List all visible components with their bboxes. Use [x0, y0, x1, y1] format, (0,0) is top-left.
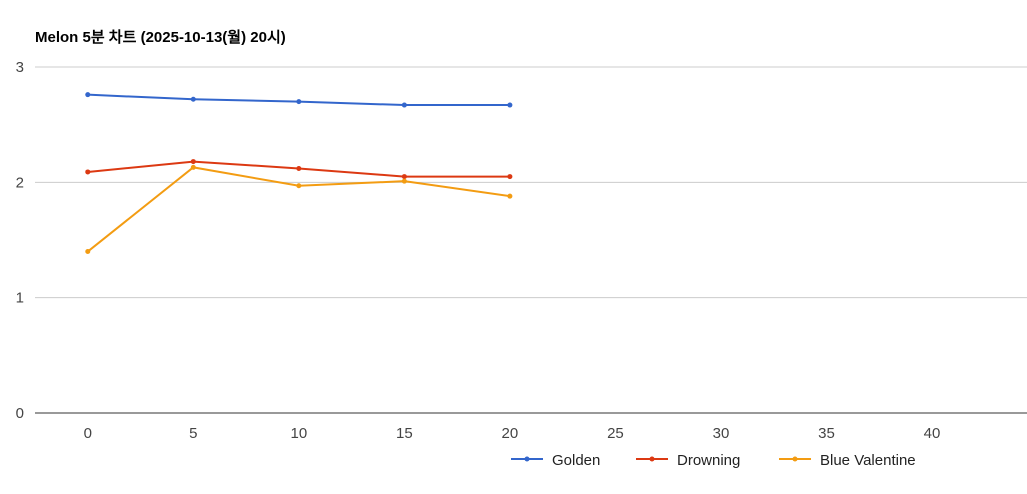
data-point — [85, 249, 91, 255]
legend-label: Golden — [552, 452, 600, 469]
data-point — [190, 159, 196, 165]
data-point — [85, 92, 91, 98]
x-tick-label: 10 — [290, 425, 307, 442]
x-tick-label: 40 — [924, 425, 941, 442]
y-tick-label: 2 — [16, 174, 24, 191]
data-point — [401, 178, 407, 184]
data-point — [507, 193, 513, 199]
legend-marker — [792, 456, 798, 462]
y-tick-label: 3 — [16, 59, 24, 76]
data-point — [296, 99, 302, 105]
x-tick-label: 15 — [396, 425, 413, 442]
data-point — [507, 174, 513, 180]
x-tick-label: 25 — [607, 425, 624, 442]
x-tick-label: 35 — [818, 425, 835, 442]
data-point — [401, 174, 407, 180]
legend-marker — [524, 456, 530, 462]
x-tick-label: 5 — [189, 425, 197, 442]
data-point — [85, 169, 91, 175]
series-line — [87, 166, 511, 253]
chart-title: Melon 5분 차트 (2025-10-13(월) 20시) — [35, 29, 286, 46]
x-tick-label: 0 — [84, 425, 92, 442]
legend-marker — [649, 456, 655, 462]
data-point — [190, 164, 196, 170]
legend-label: Drowning — [677, 452, 740, 469]
data-point — [401, 102, 407, 108]
y-tick-label: 0 — [16, 405, 24, 422]
x-tick-label: 30 — [713, 425, 730, 442]
x-tick-label: 20 — [502, 425, 519, 442]
data-point — [296, 183, 302, 189]
y-tick-label: 1 — [16, 290, 24, 307]
data-point — [190, 96, 196, 102]
legend-label: Blue Valentine — [820, 452, 916, 469]
data-point — [507, 102, 513, 108]
data-point — [296, 165, 302, 171]
